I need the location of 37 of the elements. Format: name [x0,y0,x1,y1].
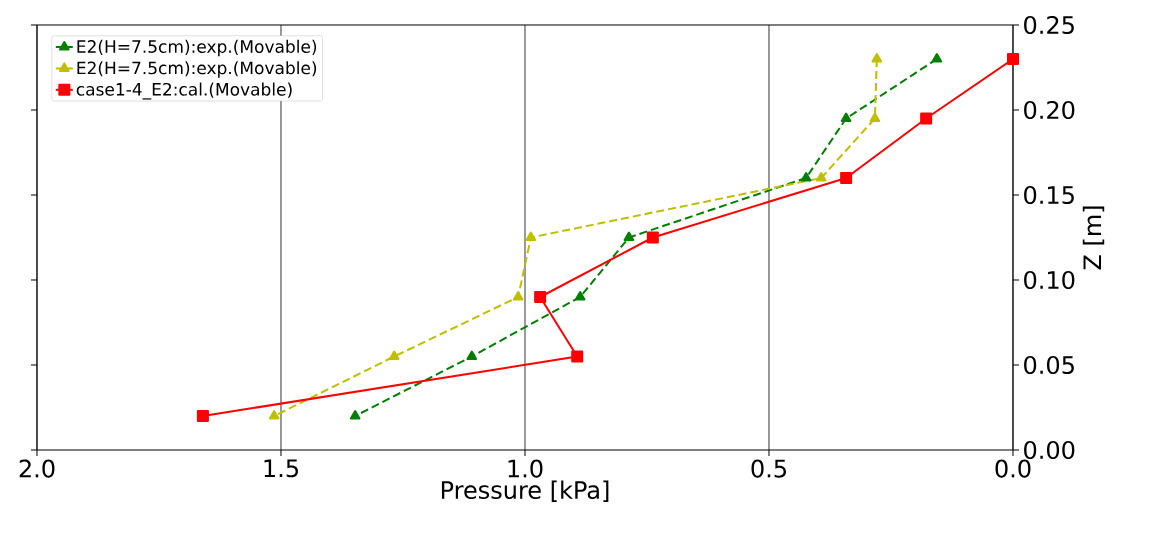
point [840,112,852,122]
point [534,291,547,303]
point [869,112,881,122]
point [466,350,478,360]
point [388,350,400,360]
x-tick-label: 0.0 [995,459,1031,478]
point [571,350,584,363]
y-axis-title: Z [m] [1082,206,1105,270]
point [525,231,537,241]
y-tick-label: 0.10 [1024,270,1075,290]
point [871,53,883,63]
point [623,231,635,241]
point [512,291,524,301]
y-tick-label: 0.15 [1024,185,1074,205]
legend-label: E2(H=7.5cm):exp.(Movable) [77,39,317,57]
y-tick-label: 0.00 [1024,440,1075,460]
point [646,231,659,244]
point [800,172,812,182]
point [349,410,361,420]
x-axis-title: Pressure [kPa] [441,480,609,502]
legend-label: E2(H=7.5cm):exp.(Movable) [77,61,317,78]
y-tick-label: 0.25 [1024,15,1074,35]
point [920,112,933,125]
x-tick-label: 1.0 [508,459,543,478]
x-tick-label: 0.5 [751,459,786,478]
y-tick-label: 0.05 [1024,355,1074,375]
x-tick-label: 2.0 [19,459,55,478]
y-tick-label: 0.20 [1024,100,1075,120]
point [268,410,280,420]
x-tick-label: 1.5 [264,459,298,478]
point [931,53,943,63]
point [1007,53,1019,65]
point [574,291,586,301]
point [196,410,209,422]
point [840,172,853,184]
legend-label: case1-4_E2:cal.(Movable) [76,82,292,100]
point [815,172,827,182]
